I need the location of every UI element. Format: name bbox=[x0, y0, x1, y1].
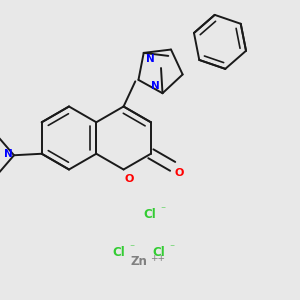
Text: Cl: Cl bbox=[144, 208, 156, 221]
Text: N: N bbox=[146, 54, 154, 64]
Text: ⁻: ⁻ bbox=[129, 243, 134, 254]
Text: ⁻: ⁻ bbox=[160, 206, 166, 216]
Text: ++: ++ bbox=[150, 254, 165, 263]
Text: O: O bbox=[125, 174, 134, 184]
Text: Zn: Zn bbox=[130, 255, 147, 268]
Text: Cl: Cl bbox=[153, 245, 165, 259]
Text: N: N bbox=[4, 149, 13, 159]
Text: ⁻: ⁻ bbox=[169, 243, 175, 254]
Text: N: N bbox=[152, 81, 160, 91]
Text: Cl: Cl bbox=[112, 245, 125, 259]
Text: O: O bbox=[175, 168, 184, 178]
